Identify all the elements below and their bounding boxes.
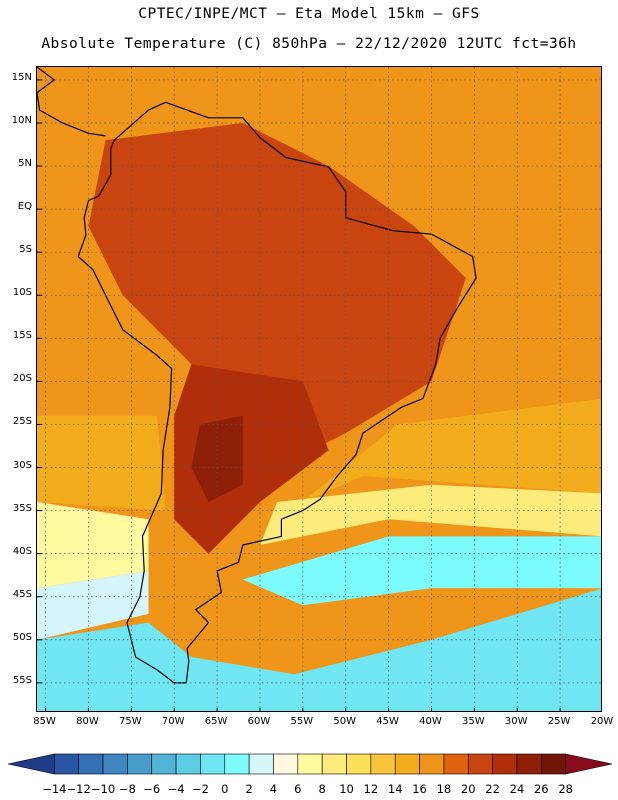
colorbar-label: 2: [245, 782, 253, 796]
colorbar-label: 8: [318, 782, 326, 796]
colorbar-label: 12: [363, 782, 379, 796]
colorbar-swatch-19: [492, 753, 518, 775]
lat-tick-label: 5N: [18, 158, 32, 170]
colorbar-swatch-22: [565, 753, 613, 775]
lat-tick-label: EQ: [17, 201, 32, 213]
colorbar: [7, 753, 613, 775]
colorbar-label: 0: [221, 782, 229, 796]
colorbar-label: 26: [533, 782, 549, 796]
colorbar-label: −12: [66, 782, 91, 796]
colorbar-swatch-13: [346, 753, 372, 775]
map-title-line-1: CPTEC/INPE/MCT – Eta Model 15km – GFS: [138, 6, 480, 22]
lon-tick-label: 40W: [419, 716, 442, 727]
temperature-region-6: [37, 570, 149, 640]
colorbar-swatch-20: [516, 753, 542, 775]
colorbar-label: 24: [509, 782, 525, 796]
colorbar-label: 6: [294, 782, 302, 796]
temperature-region-5: [37, 502, 149, 589]
south-america-coastline: [77, 101, 477, 684]
lat-tick-label: 55S: [12, 674, 32, 686]
temperature-map: [37, 67, 601, 711]
lon-tick-label: 55W: [290, 716, 314, 727]
colorbar-swatch-3: [102, 753, 128, 775]
lat-tick-label: 25S: [12, 416, 32, 428]
temperature-region-10: [174, 364, 329, 554]
colorbar-label: −6: [143, 782, 161, 796]
colorbar-swatch-15: [394, 753, 420, 775]
lat-tick-label: 20S: [12, 373, 32, 385]
lon-tick-label: 50W: [333, 716, 357, 727]
colorbar-swatch-18: [467, 753, 493, 775]
lat-lon-grid: [37, 67, 601, 711]
colorbar-swatch-7: [200, 753, 226, 775]
lat-tick-label: 15S: [12, 330, 32, 342]
colorbar-swatch-21: [541, 753, 566, 775]
colorbar-label: 22: [485, 782, 500, 796]
lon-tick-label: 35W: [462, 716, 485, 727]
lat-tick-label: 40S: [12, 545, 32, 557]
map-frame: [36, 66, 602, 712]
colorbar-swatch-16: [419, 753, 445, 775]
colorbar-swatch-8: [224, 753, 250, 775]
colorbar-label: −10: [90, 782, 116, 796]
temperature-region-2: [302, 398, 601, 502]
colorbar-swatch-1: [54, 753, 79, 775]
temperature-region-3: [37, 415, 166, 511]
lon-tick-label: 70W: [161, 716, 185, 727]
colorbar-label: 28: [558, 782, 573, 796]
lat-tick-label: 30S: [12, 459, 32, 471]
colorbar-swatch-14: [370, 753, 396, 775]
lon-tick-label: 65W: [204, 716, 228, 727]
colorbar-label: 4: [269, 782, 278, 796]
lon-tick-label: 30W: [504, 716, 528, 727]
colorbar-label: 16: [412, 782, 427, 796]
temperature-region-7: [242, 536, 601, 606]
colorbar-label: 18: [436, 782, 452, 796]
colorbar-label: −8: [118, 782, 136, 796]
temperature-region-4: [260, 484, 601, 545]
temperature-region-8: [37, 588, 601, 711]
lat-tick-label: 10N: [11, 114, 32, 126]
colorbar-swatch-12: [321, 753, 347, 775]
lon-tick-label: 20W: [590, 716, 614, 727]
colorbar-swatch-5: [151, 753, 177, 775]
coastline-layer: [37, 67, 477, 684]
colorbar-label: −4: [167, 782, 185, 796]
lat-tick-label: 10S: [12, 287, 32, 299]
lat-tick-label: 50S: [12, 631, 32, 643]
colorbar-label: −2: [191, 782, 209, 796]
lat-tick-label: 5S: [19, 244, 32, 256]
temperature-region-1: [474, 166, 601, 382]
map-title-line-2: Absolute Temperature (C) 850hPa – 22/12/…: [41, 36, 577, 52]
colorbar-swatch-9: [248, 753, 274, 775]
colorbar-swatch-10: [273, 753, 299, 775]
colorbar-label: 14: [387, 782, 403, 796]
colorbar-swatch-6: [175, 753, 201, 775]
colorbar-swatch-0: [7, 753, 55, 775]
lat-tick-label: 45S: [12, 588, 32, 600]
temperature-field-layer: [37, 67, 601, 711]
lon-tick-label: 45W: [376, 716, 399, 727]
colorbar-swatch-11: [297, 753, 323, 775]
lon-tick-label: 25W: [547, 716, 571, 727]
colorbar-swatch-4: [127, 753, 153, 775]
central-america-coastline: [37, 67, 106, 137]
colorbar-label: −14: [42, 782, 67, 796]
lon-tick-label: 80W: [76, 716, 99, 727]
lat-tick-label: 35S: [12, 502, 32, 514]
colorbar-label: 10: [339, 782, 354, 796]
lon-tick-label: 60W: [247, 716, 271, 727]
colorbar-label: 20: [460, 782, 476, 796]
lat-tick-label: 15N: [11, 71, 32, 83]
lon-tick-label: 75W: [119, 716, 142, 727]
lon-tick-label: 85W: [33, 716, 56, 727]
colorbar-swatch-17: [443, 753, 469, 775]
colorbar-swatch-2: [78, 753, 104, 775]
